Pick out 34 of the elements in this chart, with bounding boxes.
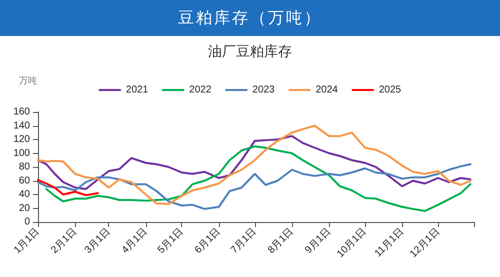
x-tick-label: 1月1日: [12, 226, 42, 256]
chart-title: 豆粕库存（万吨）: [0, 0, 500, 36]
line-series: [37, 124, 472, 206]
y-tick-label: 60: [18, 175, 30, 186]
legend-label: 2021: [126, 84, 149, 96]
y-tick-label: 0: [24, 216, 30, 228]
x-tick-label: 5月1日: [156, 226, 186, 256]
y-tick-label: 120: [13, 134, 30, 145]
y-tick-label: 100: [13, 148, 30, 159]
x-tick-label: 9月1日: [303, 226, 333, 256]
chart-subtitle: 油厂豆粕库存: [208, 44, 292, 60]
line-series: [37, 179, 99, 196]
x-tick-label: 3月1日: [82, 226, 113, 256]
x-tick-label: 11月1日: [372, 226, 406, 260]
legend-label: 2023: [252, 84, 276, 96]
y-tick-label: 160: [13, 106, 30, 118]
legend-label: 2022: [189, 84, 212, 96]
legend-label: 2024: [316, 84, 338, 96]
y-axis-title: 万吨: [19, 76, 37, 86]
line-series: [37, 135, 472, 190]
x-tick-label: 6月1日: [192, 226, 223, 256]
x-tick-label: 7月1日: [228, 226, 259, 256]
y-tick-label: 20: [18, 202, 30, 214]
y-tick-label: 140: [13, 120, 30, 132]
x-tick-label: 2月1日: [49, 226, 80, 256]
x-tick-label: 8月1日: [266, 226, 296, 256]
y-tick-label: 80: [18, 162, 30, 172]
y-tick-label: 40: [18, 189, 30, 200]
x-tick-label: 10月1日: [335, 226, 369, 260]
line-series: [45, 145, 472, 212]
legend-label: 2025: [378, 84, 402, 96]
x-tick-label: 12月1日: [408, 226, 442, 260]
line-series: [37, 163, 472, 210]
x-tick-label: 4月1日: [120, 226, 150, 256]
